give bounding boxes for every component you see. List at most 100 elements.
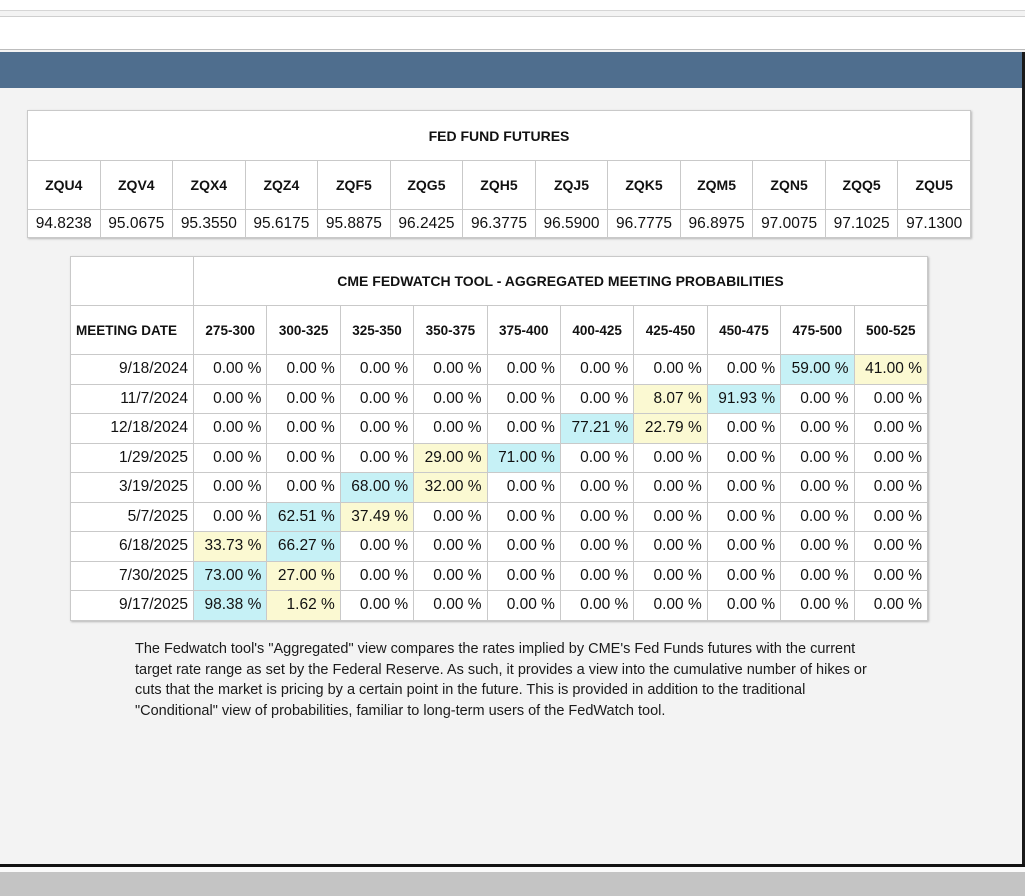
futures-symbol-header: ZQM5 <box>679 160 754 210</box>
probability-cell: 0.00 % <box>339 560 415 591</box>
probability-cell: 0.00 % <box>486 413 561 444</box>
meeting-date-cell: 1/29/2025 <box>70 442 194 473</box>
meeting-date-cell: 9/17/2025 <box>70 590 194 621</box>
probability-cell: 0.00 % <box>486 590 561 621</box>
probability-cell: 0.00 % <box>559 560 635 591</box>
probability-cell: 0.00 % <box>339 442 415 473</box>
probability-cell: 0.00 % <box>780 501 855 532</box>
probability-cell: 0.00 % <box>780 472 855 503</box>
top-divider <box>0 10 1025 11</box>
table-row: 12/18/2024 0.00 % 0.00 % 0.00 % 0.00 % 0.00 %… <box>70 413 929 444</box>
probability-cell: 0.00 % <box>339 413 415 444</box>
futures-price-cell: 96.3775 <box>462 209 536 238</box>
probability-cell: 0.00 % <box>486 560 561 591</box>
probability-cell: 0.00 % <box>413 590 488 621</box>
rate-range-header: 400-425 <box>559 305 635 355</box>
toolbar-bar <box>0 16 1025 50</box>
rate-range-header: 325-350 <box>339 305 415 355</box>
probability-cell: 29.00 % <box>413 442 488 473</box>
probability-cell: 0.00 % <box>706 472 782 503</box>
probability-cell: 71.00 % <box>486 442 561 473</box>
probability-cell: 0.00 % <box>633 501 708 532</box>
header-bar <box>0 52 1025 88</box>
right-edge-border <box>1022 52 1025 872</box>
fedwatch-header-row: MEETING DATE 275-300 300-325 325-350 350-37… <box>70 305 929 355</box>
futures-symbol-header: ZQJ5 <box>534 160 609 210</box>
probability-cell: 0.00 % <box>706 560 782 591</box>
probability-cell: 0.00 % <box>706 354 782 385</box>
probability-cell: 0.00 % <box>706 531 782 562</box>
probability-cell: 0.00 % <box>486 501 561 532</box>
probability-cell: 0.00 % <box>559 501 635 532</box>
probability-cell: 0.00 % <box>339 531 415 562</box>
futures-symbol-header: ZQQ5 <box>824 160 899 210</box>
probability-cell: 0.00 % <box>633 560 708 591</box>
rate-range-header: 425-450 <box>633 305 708 355</box>
futures-symbol-header: ZQG5 <box>389 160 464 210</box>
probability-cell: 0.00 % <box>853 383 929 414</box>
probability-cell: 33.73 % <box>192 531 268 562</box>
rate-range-header: 500-525 <box>853 305 929 355</box>
probability-cell: 91.93 % <box>706 383 782 414</box>
probability-cell: 0.00 % <box>853 472 929 503</box>
top-strip <box>0 0 1025 10</box>
table-row: 11/7/2024 0.00 % 0.00 % 0.00 % 0.00 % 0.00 % 0… <box>70 383 929 414</box>
probability-cell: 0.00 % <box>780 413 855 444</box>
futures-price-cell: 95.0675 <box>99 209 174 238</box>
probability-cell: 0.00 % <box>339 383 415 414</box>
probability-cell: 0.00 % <box>633 354 708 385</box>
probability-cell: 0.00 % <box>192 383 268 414</box>
rate-range-header: 275-300 <box>192 305 268 355</box>
table-row: 3/19/2025 0.00 % 0.00 % 68.00 % 32.00 % 0.00 … <box>70 472 929 503</box>
fedwatch-title: CME FEDWATCH TOOL - AGGREGATED MEETING P… <box>193 256 928 306</box>
futures-symbol-header: ZQV4 <box>99 160 174 210</box>
futures-price-cell: 94.8238 <box>27 209 101 238</box>
probability-cell: 0.00 % <box>413 354 488 385</box>
probability-cell: 41.00 % <box>853 354 929 385</box>
futures-symbol-header: ZQF5 <box>317 160 391 210</box>
probability-cell: 0.00 % <box>413 531 488 562</box>
futures-title: FED FUND FUTURES <box>27 110 971 161</box>
probability-cell: 0.00 % <box>780 560 855 591</box>
table-row: 9/17/2025 98.38 % 1.62 % 0.00 % 0.00 % 0.00 %… <box>70 590 929 621</box>
futures-price-cell: 96.5900 <box>534 209 609 238</box>
probability-cell: 0.00 % <box>559 383 635 414</box>
probability-cell: 0.00 % <box>266 354 341 385</box>
rate-range-header: 300-325 <box>266 305 341 355</box>
probability-cell: 0.00 % <box>559 472 635 503</box>
meeting-date-header: MEETING DATE <box>70 305 194 355</box>
futures-price-cell: 97.0075 <box>752 209 826 238</box>
probability-cell: 73.00 % <box>192 560 268 591</box>
futures-price-cell: 96.2425 <box>389 209 464 238</box>
probability-cell: 68.00 % <box>339 472 415 503</box>
probability-cell: 0.00 % <box>853 531 929 562</box>
probability-cell: 0.00 % <box>266 383 341 414</box>
probability-cell: 0.00 % <box>559 590 635 621</box>
futures-price-cell: 95.6175 <box>244 209 319 238</box>
meeting-date-cell: 12/18/2024 <box>70 413 194 444</box>
rate-range-header: 450-475 <box>706 305 782 355</box>
table-row: 6/18/2025 33.73 % 66.27 % 0.00 % 0.00 % 0.00 … <box>70 531 929 562</box>
rate-range-header: 375-400 <box>486 305 561 355</box>
probability-cell: 0.00 % <box>192 442 268 473</box>
probability-cell: 0.00 % <box>413 383 488 414</box>
probability-cell: 0.00 % <box>486 531 561 562</box>
probability-cell: 0.00 % <box>413 560 488 591</box>
probability-cell: 27.00 % <box>266 560 341 591</box>
probability-cell: 22.79 % <box>633 413 708 444</box>
probability-cell: 0.00 % <box>266 413 341 444</box>
futures-price-cell: 96.8975 <box>679 209 754 238</box>
probability-cell: 0.00 % <box>486 383 561 414</box>
fedwatch-description: The Fedwatch tool's "Aggregated" view co… <box>135 641 867 719</box>
bottom-border <box>0 864 1025 867</box>
probability-cell: 0.00 % <box>853 590 929 621</box>
probability-cell: 0.00 % <box>339 354 415 385</box>
futures-symbol-header: ZQZ4 <box>244 160 319 210</box>
probability-cell: 8.07 % <box>633 383 708 414</box>
probability-cell: 0.00 % <box>780 442 855 473</box>
probability-cell: 0.00 % <box>633 531 708 562</box>
table-row: 1/29/2025 0.00 % 0.00 % 0.00 % 29.00 % 71.00 … <box>70 442 929 473</box>
probability-cell: 0.00 % <box>780 531 855 562</box>
probability-cell: 0.00 % <box>486 472 561 503</box>
probability-cell: 0.00 % <box>780 383 855 414</box>
